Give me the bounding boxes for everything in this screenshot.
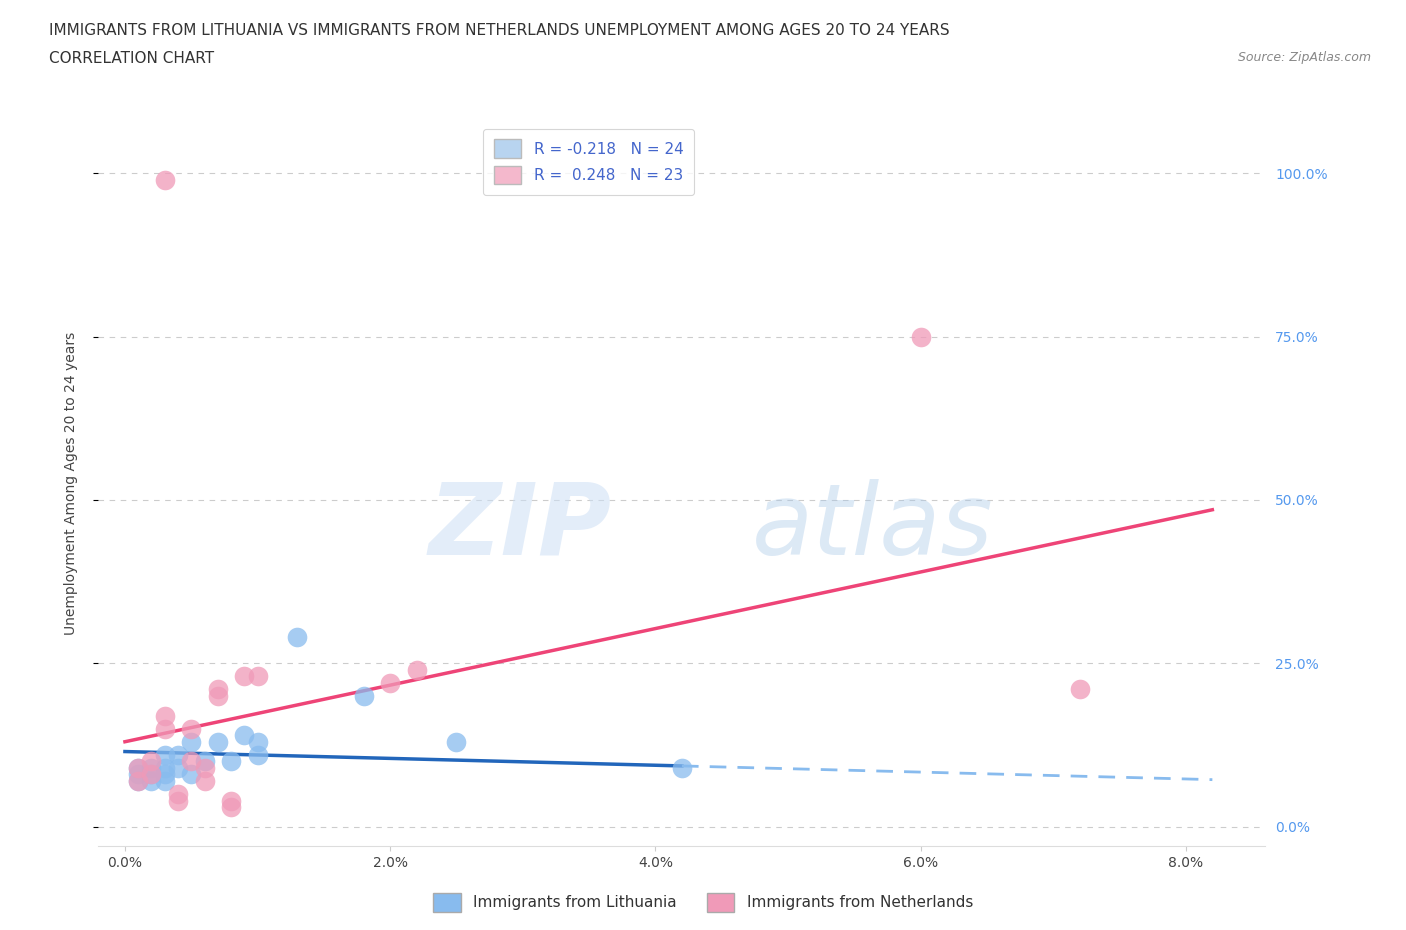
Point — [141, 767, 163, 782]
Point — [127, 767, 149, 782]
Legend: Immigrants from Lithuania, Immigrants from Netherlands: Immigrants from Lithuania, Immigrants fr… — [427, 887, 979, 918]
Point — [193, 774, 215, 789]
Point — [446, 735, 468, 750]
Point — [910, 329, 932, 344]
Point — [219, 800, 242, 815]
Text: CORRELATION CHART: CORRELATION CHART — [49, 51, 214, 66]
Point — [1069, 682, 1091, 697]
Point — [141, 774, 163, 789]
Point — [153, 761, 176, 776]
Point — [246, 748, 269, 763]
Point — [127, 761, 149, 776]
Y-axis label: Unemployment Among Ages 20 to 24 years: Unemployment Among Ages 20 to 24 years — [63, 332, 77, 635]
Text: ZIP: ZIP — [429, 479, 612, 576]
Point — [127, 774, 149, 789]
Point — [153, 722, 176, 737]
Text: IMMIGRANTS FROM LITHUANIA VS IMMIGRANTS FROM NETHERLANDS UNEMPLOYMENT AMONG AGES: IMMIGRANTS FROM LITHUANIA VS IMMIGRANTS … — [49, 23, 950, 38]
Point — [167, 748, 190, 763]
Point — [285, 630, 308, 644]
Point — [207, 735, 229, 750]
Point — [219, 754, 242, 769]
Point — [193, 754, 215, 769]
Point — [207, 688, 229, 703]
Point — [141, 754, 163, 769]
Point — [141, 767, 163, 782]
Point — [127, 774, 149, 789]
Point — [207, 682, 229, 697]
Text: Source: ZipAtlas.com: Source: ZipAtlas.com — [1237, 51, 1371, 64]
Point — [180, 754, 202, 769]
Point — [233, 728, 256, 743]
Point — [246, 735, 269, 750]
Point — [378, 675, 402, 690]
Point — [153, 708, 176, 723]
Point — [167, 793, 190, 808]
Point — [180, 767, 202, 782]
Point — [153, 767, 176, 782]
Point — [246, 669, 269, 684]
Point — [180, 722, 202, 737]
Point — [153, 172, 176, 187]
Text: atlas: atlas — [752, 479, 994, 576]
Point — [153, 748, 176, 763]
Point — [405, 662, 427, 677]
Point — [167, 787, 190, 802]
Point — [219, 793, 242, 808]
Point — [233, 669, 256, 684]
Point — [193, 761, 215, 776]
Point — [353, 688, 375, 703]
Point — [153, 774, 176, 789]
Point — [127, 761, 149, 776]
Point — [167, 761, 190, 776]
Point — [180, 735, 202, 750]
Point — [671, 761, 693, 776]
Point — [141, 761, 163, 776]
Legend: R = -0.218   N = 24, R =  0.248   N = 23: R = -0.218 N = 24, R = 0.248 N = 23 — [484, 128, 695, 195]
